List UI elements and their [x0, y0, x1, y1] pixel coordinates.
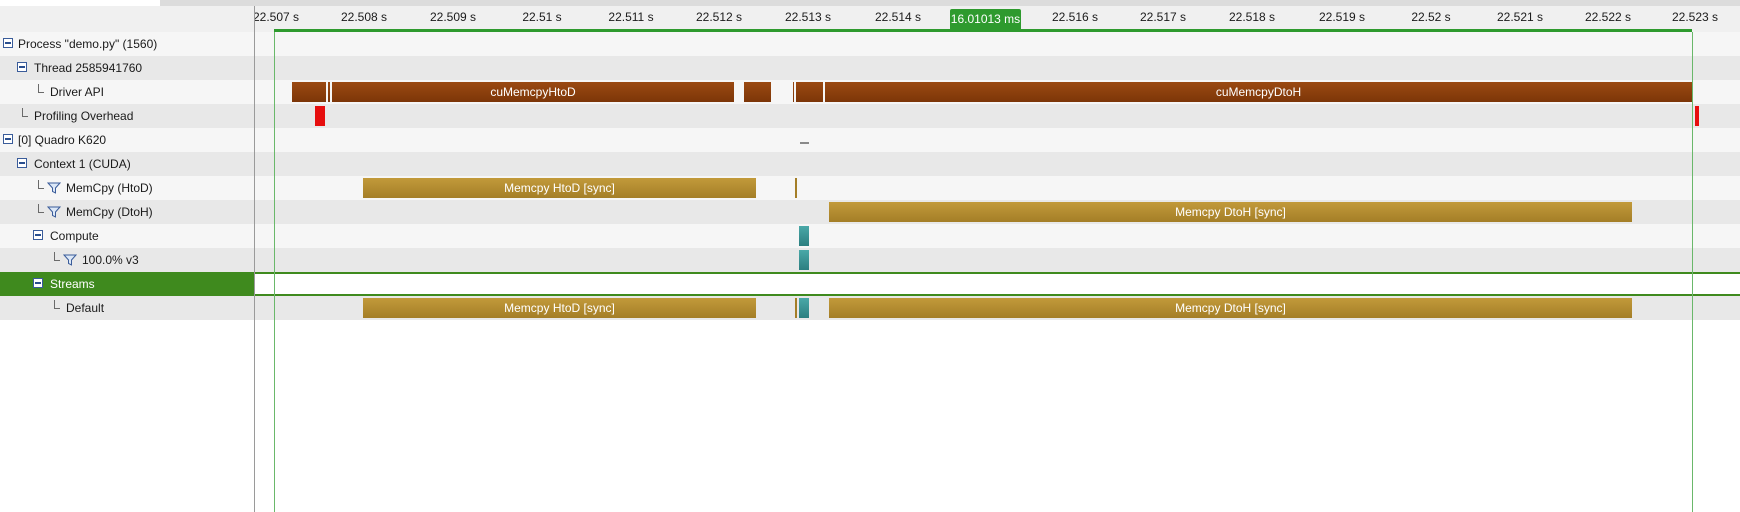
- tree-row-label: MemCpy (HtoD): [66, 181, 153, 195]
- lane-process: [255, 32, 1740, 56]
- lane-compute: [255, 224, 1740, 248]
- time-ruler[interactable]: 22.507 s 22.508 s 22.509 s 22.51 s 22.51…: [255, 6, 1740, 33]
- ruler-tick-label: 22.521 s: [1496, 10, 1544, 24]
- tree-connector-icon: [38, 204, 44, 213]
- selection-end-line[interactable]: [1692, 32, 1693, 512]
- memcpy-htod-bar[interactable]: Memcpy HtoD [sync]: [363, 178, 756, 198]
- ruler-tick-label: 22.513 s: [784, 10, 832, 24]
- top-scrollbar-area: [0, 0, 1740, 6]
- collapse-toggle-icon[interactable]: [33, 278, 43, 288]
- tree-connector-icon: [54, 300, 60, 309]
- lane-streams: [255, 272, 1740, 296]
- tree-row-label: Streams: [50, 277, 95, 291]
- api-call-bar[interactable]: [292, 82, 326, 102]
- kernel-bar[interactable]: [799, 226, 809, 246]
- tree-row-label: 100.0% v3: [82, 253, 139, 267]
- collapse-toggle-icon[interactable]: [17, 62, 27, 72]
- funnel-icon: [47, 206, 61, 218]
- ruler-tick-label: 22.508 s: [340, 10, 388, 24]
- collapse-toggle-icon[interactable]: [3, 38, 13, 48]
- tree-connector-icon: [54, 252, 60, 261]
- api-call-bar[interactable]: [793, 82, 794, 102]
- tree-row-label: Process "demo.py" (1560): [18, 37, 158, 51]
- tree-row-process[interactable]: Process "demo.py" (1560): [0, 32, 254, 56]
- tree-row-device[interactable]: [0] Quadro K620: [0, 128, 254, 152]
- stream-memcpy-htod-bar[interactable]: Memcpy HtoD [sync]: [363, 298, 756, 318]
- ruler-tick-label: 22.523 s: [1671, 10, 1719, 24]
- ruler-tick-label: 22.519 s: [1318, 10, 1366, 24]
- selection-start-line[interactable]: [274, 32, 275, 512]
- tree-row-memcpy-htod[interactable]: MemCpy (HtoD): [0, 176, 254, 200]
- collapse-toggle-icon[interactable]: [33, 230, 43, 240]
- lane-device: [255, 128, 1740, 152]
- tree-row-thread[interactable]: Thread 2585941760: [0, 56, 254, 80]
- funnel-icon: [63, 254, 77, 266]
- memcpy-dtoh-bar[interactable]: Memcpy DtoH [sync]: [829, 202, 1632, 222]
- selection-duration-label: 16.01013 ms: [950, 9, 1021, 29]
- ruler-tick-label: 22.509 s: [429, 10, 477, 24]
- memcpy-htod-bar-small[interactable]: [795, 178, 797, 198]
- lane-kernel: [255, 248, 1740, 272]
- stream-memcpy-dtoh-bar[interactable]: Memcpy DtoH [sync]: [829, 298, 1632, 318]
- lane-profiling-overhead: [255, 104, 1740, 128]
- ruler-tick-label: 22.51 s: [522, 10, 562, 24]
- ruler-tick-label: 22.514 s: [874, 10, 922, 24]
- tree-row-label: Driver API: [50, 85, 105, 99]
- timeline-view[interactable]: 22.507 s 22.508 s 22.509 s 22.51 s 22.51…: [255, 6, 1740, 512]
- api-call-bar[interactable]: [744, 82, 771, 102]
- tree-connector-icon: [38, 84, 44, 93]
- ruler-tick-label: 22.52 s: [1411, 10, 1451, 24]
- ruler-tick-label: 22.507 s: [255, 10, 300, 24]
- tree-row-driver-api[interactable]: Driver API: [0, 80, 254, 104]
- tree-row-streams[interactable]: Streams: [0, 272, 254, 296]
- kernel-bar[interactable]: [799, 250, 809, 270]
- tree-row-default-stream[interactable]: Default: [0, 296, 254, 320]
- device-activity-marker: [800, 142, 809, 144]
- lane-thread: [255, 56, 1740, 80]
- lane-memcpy-dtoh: Memcpy DtoH [sync]: [255, 200, 1740, 224]
- ruler-tick-label: 22.512 s: [695, 10, 743, 24]
- tree-header: [0, 6, 254, 33]
- tree-row-label: Profiling Overhead: [34, 109, 134, 123]
- ruler-tick-label: 22.517 s: [1139, 10, 1187, 24]
- tree-row-label: Default: [66, 301, 105, 315]
- ruler-tick-label: 22.522 s: [1584, 10, 1632, 24]
- tree-row-label: [0] Quadro K620: [18, 133, 107, 147]
- ruler-tick-label: 22.516 s: [1051, 10, 1099, 24]
- api-call-bar[interactable]: [796, 82, 823, 102]
- tree-connector-icon: [38, 180, 44, 189]
- timeline-tree-panel: Process "demo.py" (1560) Thread 25859417…: [0, 6, 255, 512]
- overhead-marker[interactable]: [1695, 106, 1699, 126]
- tree-row-kernel[interactable]: 100.0% v3: [0, 248, 254, 272]
- tree-row-label: Context 1 (CUDA): [34, 157, 131, 171]
- selection-range-bar[interactable]: [274, 29, 1692, 33]
- lane-default-stream: Memcpy HtoD [sync] Memcpy DtoH [sync]: [255, 296, 1740, 320]
- collapse-toggle-icon[interactable]: [17, 158, 27, 168]
- funnel-icon: [47, 182, 61, 194]
- cumemcpy-dtoh-bar[interactable]: cuMemcpyDtoH: [825, 82, 1692, 102]
- tree-row-label: MemCpy (DtoH): [66, 205, 153, 219]
- tree-row-profiling-overhead[interactable]: Profiling Overhead: [0, 104, 254, 128]
- tree-row-context[interactable]: Context 1 (CUDA): [0, 152, 254, 176]
- overhead-marker[interactable]: [315, 106, 325, 126]
- tree-row-compute[interactable]: Compute: [0, 224, 254, 248]
- ruler-tick-label: 22.511 s: [608, 10, 654, 24]
- ruler-tick-label: 22.518 s: [1228, 10, 1276, 24]
- lane-driver-api: cuMemcpyHtoD cuMemcpyDtoH: [255, 80, 1740, 104]
- lane-context: [255, 152, 1740, 176]
- tree-row-memcpy-dtoh[interactable]: MemCpy (DtoH): [0, 200, 254, 224]
- lane-memcpy-htod: Memcpy HtoD [sync]: [255, 176, 1740, 200]
- horizontal-scrollbar[interactable]: [160, 0, 1740, 6]
- tree-row-label: Thread 2585941760: [34, 61, 143, 75]
- collapse-toggle-icon[interactable]: [3, 134, 13, 144]
- api-call-bar[interactable]: [328, 82, 330, 102]
- stream-memcpy-small-bar[interactable]: [795, 298, 797, 318]
- tree-row-label: Compute: [50, 229, 99, 243]
- tree-connector-icon: [22, 108, 28, 117]
- stream-kernel-bar[interactable]: [799, 298, 809, 318]
- cumemcpy-htod-bar[interactable]: cuMemcpyHtoD: [332, 82, 734, 102]
